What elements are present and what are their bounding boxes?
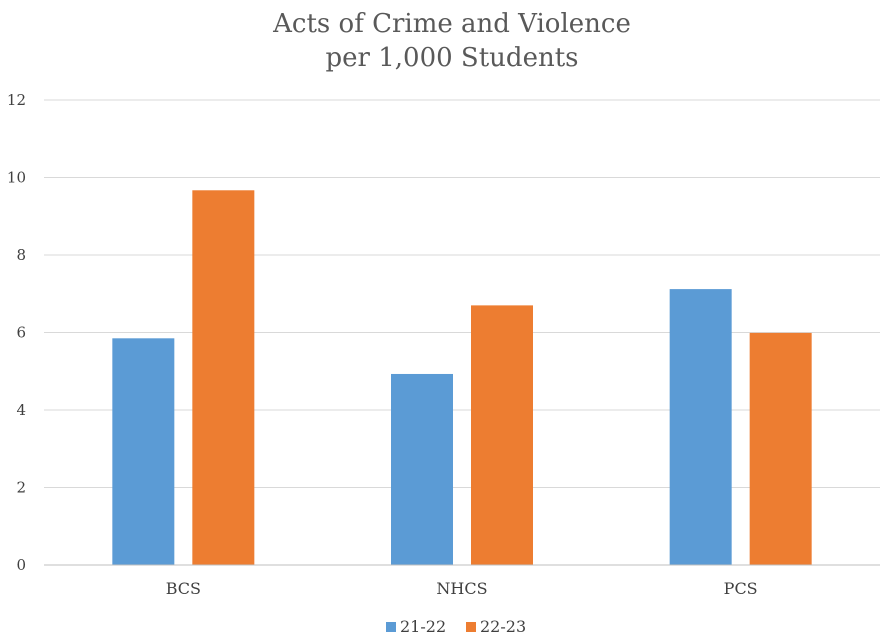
bar-bcs-21-22 xyxy=(112,338,175,565)
y-tick-label: 8 xyxy=(16,246,26,264)
chart-title-line-1: Acts of Crime and Violence xyxy=(272,9,631,39)
legend-label: 21-22 xyxy=(400,617,446,636)
y-tick-label: 6 xyxy=(16,324,26,342)
legend-label: 22-23 xyxy=(480,617,526,636)
bar-bcs-22-23 xyxy=(192,190,255,565)
chart-title-line-2: per 1,000 Students xyxy=(326,43,579,73)
legend-swatch xyxy=(466,622,476,632)
y-tick-label: 2 xyxy=(16,479,26,497)
bars xyxy=(112,190,812,565)
gridlines xyxy=(44,99,880,488)
bar-nhcs-22-23 xyxy=(471,305,533,565)
bar-pcs-22-23 xyxy=(749,332,812,565)
x-tick-label: NHCS xyxy=(436,579,487,598)
y-tick-label: 10 xyxy=(7,169,26,187)
y-tick-label: 4 xyxy=(16,401,26,419)
bar-nhcs-21-22 xyxy=(391,373,453,565)
y-axis-ticks: 0 2 4 6 8 10 12 xyxy=(7,91,26,574)
y-tick-label: 12 xyxy=(7,91,26,109)
x-tick-label: BCS xyxy=(166,579,201,598)
legend-swatch xyxy=(386,622,396,632)
chart-title: Acts of Crime and Violence per 1,000 Stu… xyxy=(272,9,631,73)
bar-pcs-21-22 xyxy=(669,289,732,565)
legend: 21-22 22-23 xyxy=(386,617,526,636)
x-axis-ticks: BCS NHCS PCS xyxy=(166,579,758,598)
y-tick-label: 0 xyxy=(16,556,26,574)
x-tick-label: PCS xyxy=(724,579,758,598)
